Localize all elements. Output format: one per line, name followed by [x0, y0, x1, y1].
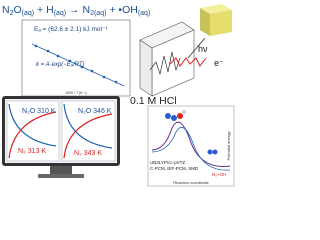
method-label: UB3LYP/cc-pVTZ — [150, 160, 185, 165]
lamp — [200, 4, 232, 36]
eq-sub: (aq) — [54, 10, 66, 17]
eq-sub: 2 — [90, 10, 94, 17]
solution-label: 0.1 M HCl — [130, 95, 177, 107]
eq-part: + •OH — [106, 4, 137, 16]
rate-law: k = A·exp(−Eₐ/RT) — [36, 62, 85, 68]
x-axis-label: Reaction coordinate — [173, 180, 209, 185]
y-axis-label: Potential energy — [226, 132, 231, 161]
trace-label: N₂ 343 K — [74, 150, 102, 157]
eq-sub: 2 — [10, 10, 14, 17]
eq-sub: (aq) — [22, 10, 34, 17]
light-label: hν — [198, 44, 208, 54]
graphical-abstract: N2O(aq) + H(aq) → N2(aq) + •OH(aq) Eₐ = … — [2, 4, 235, 187]
eq-part: O — [14, 4, 22, 16]
eq-sub: (aq) — [94, 10, 106, 17]
energy-diagram: UB3LYP/cc-pVTZ C-PCM, IEF-PCM, SMD N₂+OH… — [147, 105, 235, 187]
electron-label: e⁻ — [214, 58, 224, 68]
trace-label: N₂O 310 K — [22, 108, 56, 115]
arrhenius-plot: Eₐ = (62.6 ± 2.1) kJ mol⁻¹ k = A·exp(−Eₐ… — [21, 19, 131, 97]
x-axis-label: 1000 / T (K⁻¹) — [65, 91, 86, 95]
eq-part: + H — [34, 4, 54, 16]
eq-sub: (aq) — [138, 10, 150, 17]
eq-part: → N — [66, 4, 90, 16]
trace-label: N₂ 313 K — [18, 148, 46, 155]
eq-part: N — [2, 4, 10, 16]
trace-label: N₂O 346 K — [78, 108, 112, 115]
product-label: N₂+OH — [212, 172, 226, 177]
solvation-label: C-PCM, IEF-PCM, SMD — [150, 166, 199, 171]
monitor: N₂O 310 K N₂ 313 K N₂O 346 K N₂ 343 K — [2, 96, 120, 178]
cuvette: hν e⁻ 0.1 M HCl — [130, 21, 224, 107]
activation-energy: Eₐ = (62.6 ± 2.1) kJ mol⁻¹ — [34, 26, 108, 33]
equation: N2O(aq) + H(aq) → N2(aq) + •OH(aq) — [2, 4, 150, 17]
